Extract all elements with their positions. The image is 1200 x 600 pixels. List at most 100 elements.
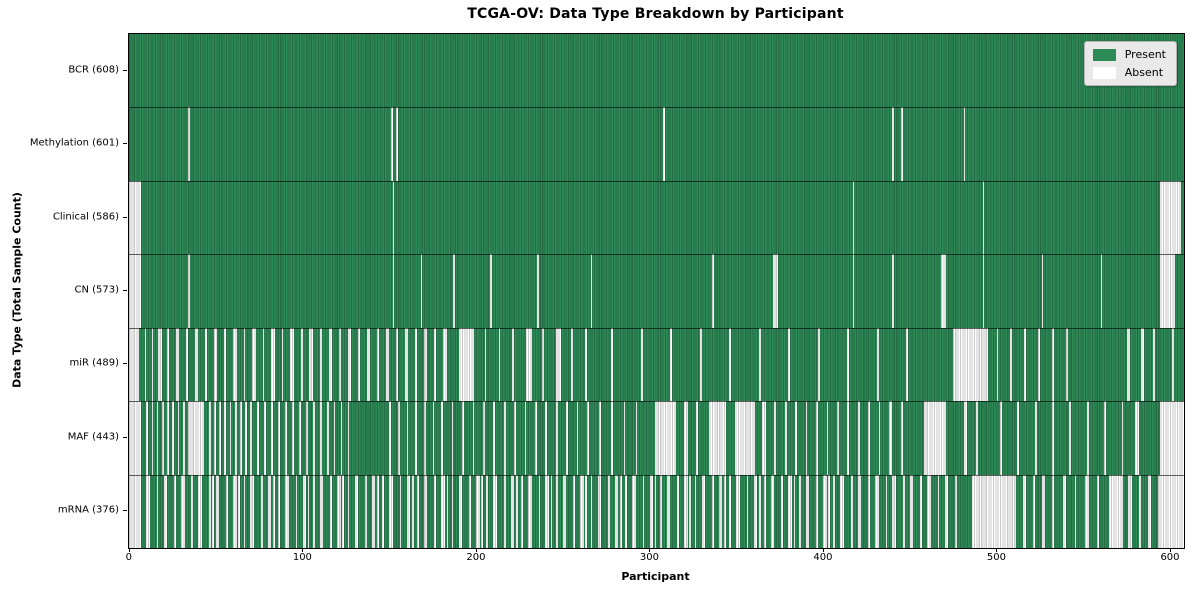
x-tick-mark [996,548,998,552]
absent-block [823,474,827,548]
absent-block [666,474,671,548]
absent-block [541,327,544,402]
absent-block [632,474,636,548]
absent-block [1041,254,1044,328]
absent-block [625,474,627,548]
y-tick-mark [123,510,127,512]
heatmap-row-miR [129,327,1184,402]
absent-block [538,474,541,548]
absent-block [406,474,411,548]
absent-block [892,254,895,328]
absent-block [1000,401,1002,475]
absent-block [295,474,298,548]
chart-title: TCGA-OV: Data Type Breakdown by Particip… [467,6,844,22]
absent-block [1022,474,1027,548]
x-tick-mark [822,548,824,552]
absent-block [432,401,435,475]
absent-block [953,327,988,402]
absent-block [278,474,280,548]
absent-block [1086,401,1089,475]
heatmap-row-CN [129,254,1184,328]
absent-block [1159,180,1181,255]
absent-block [238,474,241,548]
absent-block [423,327,428,402]
absent-block [307,474,310,548]
x-tick-mark [128,548,130,552]
absent-block [944,474,948,548]
absent-block [736,474,740,548]
absent-block [729,327,732,402]
absent-block [312,474,315,548]
absent-block [712,254,714,328]
absent-block [524,401,527,475]
absent-block [187,107,190,181]
absent-block [684,474,688,548]
absent-block [278,401,280,475]
legend-entry-present: Present [1092,48,1166,61]
absent-block [712,474,714,548]
absent-block [555,327,562,402]
absent-block [234,401,237,475]
absent-block [1085,474,1089,548]
absent-block [214,401,216,475]
absent-block [1010,327,1013,402]
absent-block [285,474,289,548]
absent-block [1135,401,1139,475]
legend-absent-swatch [1092,66,1116,79]
absent-block [654,401,676,475]
absent-block [996,327,999,402]
absent-block [607,474,610,548]
absent-block [486,474,489,548]
absent-block [1100,254,1103,328]
absent-block [585,474,588,548]
absent-block [795,401,798,475]
absent-block [458,327,475,402]
absent-block [611,401,614,475]
absent-block [1157,474,1184,548]
absent-block [198,474,202,548]
absent-block [415,327,418,402]
absent-block [354,474,359,548]
row-label-BCR: BCR (608) [68,64,119,76]
absent-block [191,474,194,548]
absent-block [1128,474,1132,548]
absent-block [129,401,142,475]
absent-block [482,401,485,475]
absent-block [397,401,400,475]
absent-block [382,474,385,548]
absent-block [746,474,749,548]
absent-block [788,474,792,548]
absent-block [833,474,836,548]
absent-block [411,474,414,548]
absent-block [1024,327,1027,402]
absent-block [1017,401,1020,475]
heatmap-row-Clinical [129,180,1184,255]
absent-block [1159,401,1184,475]
row-separator [129,401,1184,403]
absent-block [312,401,315,475]
absent-block [927,474,931,548]
absent-block [659,474,662,548]
absent-block [243,474,246,548]
absent-block [663,107,666,181]
absent-block [580,474,584,548]
absent-block [257,401,260,475]
absent-block [420,254,423,328]
absent-block [694,474,697,548]
absent-block [446,474,449,548]
absent-block [798,474,801,548]
absent-block [771,474,775,548]
absent-block [514,401,516,475]
heatmap-row-Methylation [129,107,1184,181]
absent-block [614,474,619,548]
absent-block [1052,474,1054,548]
absent-block [902,474,905,548]
x-tick-mark [649,548,651,552]
absent-block [226,474,228,548]
absent-block [1034,401,1037,475]
absent-block [385,327,390,402]
absent-block [635,401,638,475]
absent-block [267,474,272,548]
absent-block [146,474,150,548]
heatmap-row-MAF [129,401,1184,475]
